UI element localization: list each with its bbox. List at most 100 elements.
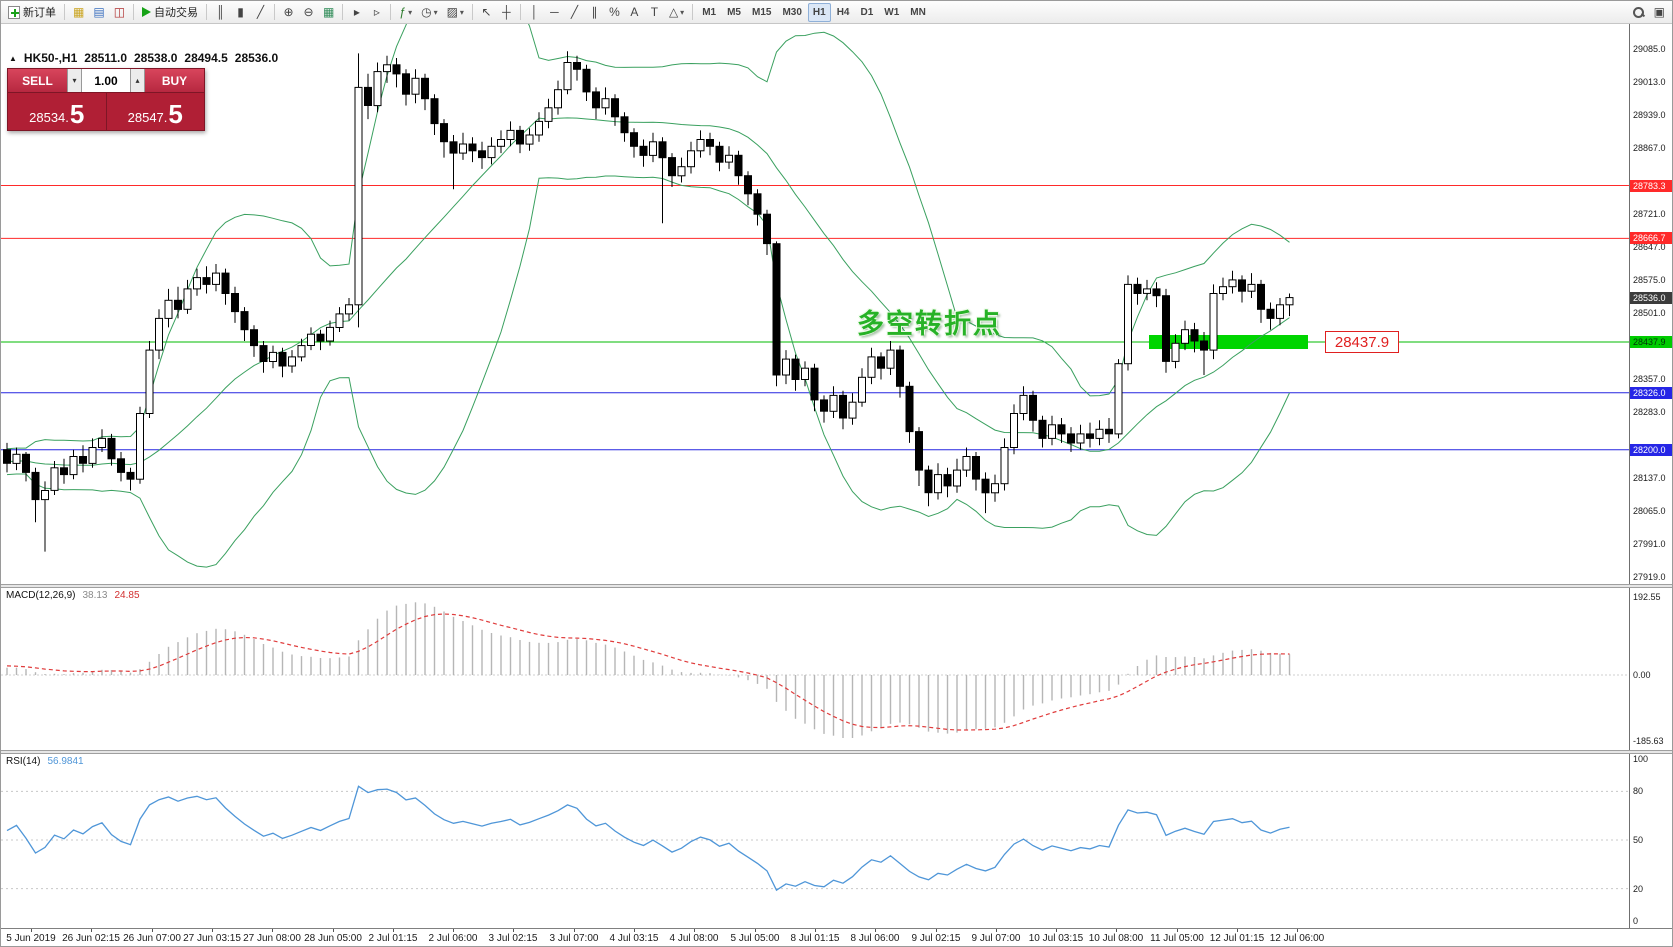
- volume-up-button[interactable]: ▴: [130, 69, 145, 92]
- market-watch-button[interactable]: ▦: [69, 3, 88, 22]
- candlestick-chart-button[interactable]: ▮: [231, 3, 250, 22]
- bar-chart-button[interactable]: ║: [211, 3, 230, 22]
- price-badge: 28666.7: [1630, 232, 1672, 245]
- zoom-in-icon: ⊕: [283, 5, 294, 19]
- price-axis[interactable]: 29085.0 29013.0 28939.0 28867.0 28721.0 28647…: [1629, 24, 1672, 584]
- time-label: 26 Jun 07:00: [123, 933, 181, 944]
- autotrading-button[interactable]: 自动交易: [138, 3, 202, 22]
- templates-button[interactable]: ▨ ▾: [443, 3, 468, 22]
- buy-button[interactable]: BUY: [145, 69, 204, 92]
- time-tick: [1297, 929, 1298, 932]
- new-order-button[interactable]: 新订单: [4, 3, 60, 22]
- search-button[interactable]: [1628, 3, 1649, 22]
- chart-shift-button[interactable]: ▹: [367, 3, 386, 22]
- cursor-button[interactable]: ↖: [477, 3, 496, 22]
- trendline-button[interactable]: ╱: [565, 3, 584, 22]
- candlestick-chart[interactable]: [1, 24, 1630, 584]
- new-order-icon: [8, 5, 20, 19]
- sell-button[interactable]: SELL: [8, 69, 67, 92]
- timeframe-h1-button[interactable]: H1: [807, 2, 831, 22]
- search-icon: [1632, 6, 1645, 19]
- time-axis[interactable]: 5 Jun 2019 26 Jun 02:15 26 Jun 07:00 27 Jun…: [1, 928, 1672, 946]
- horizontal-line-button[interactable]: ─: [545, 3, 564, 22]
- tile-windows-button[interactable]: ▦: [319, 3, 338, 22]
- time-tick: [513, 929, 514, 932]
- volume-input[interactable]: 1.00: [82, 69, 130, 92]
- bar-chart-icon: ║: [216, 5, 225, 19]
- panel-splitter[interactable]: [1, 750, 1672, 754]
- indicators-button[interactable]: ƒ ▾: [395, 3, 416, 22]
- candles: [3, 51, 1294, 552]
- time-tick: [453, 929, 454, 932]
- rsi-label: RSI(14) 56.9841: [6, 756, 84, 767]
- time-label: 26 Jun 02:15: [62, 933, 120, 944]
- rsi-chart[interactable]: [1, 754, 1630, 928]
- timeframe-h4-button[interactable]: H4: [836, 6, 850, 18]
- ohlc-open: 28511.0: [84, 51, 127, 65]
- auto-scroll-button[interactable]: ▸: [347, 3, 366, 22]
- navigator-button[interactable]: ◫: [110, 3, 129, 22]
- shapes-icon: △: [668, 5, 679, 19]
- macd-main-value: 38.13: [82, 590, 108, 601]
- rsi-axis-label: 0: [1633, 916, 1639, 926]
- macd-axis-label: 0.00: [1633, 670, 1651, 680]
- time-label: 5 Jun 2019: [6, 933, 56, 944]
- data-window-button[interactable]: ▤: [89, 3, 108, 22]
- timeframe-m30-button[interactable]: M30: [782, 6, 802, 18]
- price-tick-label: 28357.0: [1633, 373, 1666, 384]
- macd-axis-label: -185.63: [1633, 736, 1664, 746]
- time-tick: [31, 929, 32, 932]
- rsi-axis-label: 80: [1633, 786, 1644, 796]
- rsi-axis-label: 20: [1633, 884, 1644, 894]
- timeframe-d1-button[interactable]: D1: [860, 6, 874, 18]
- shapes-button[interactable]: △ ▾: [665, 3, 688, 22]
- macd-chart[interactable]: [1, 588, 1630, 750]
- crosshair-button[interactable]: ┼: [497, 3, 516, 22]
- price-flag[interactable]: 28437.9: [1325, 331, 1399, 353]
- text-tool-button[interactable]: A: [625, 3, 644, 22]
- macd-axis[interactable]: 192.55 0.00 -185.63: [1629, 588, 1672, 750]
- timeframe-m5-button[interactable]: M5: [727, 6, 741, 18]
- rsi-axis-label: 50: [1633, 835, 1644, 845]
- time-label: 9 Jul 07:00: [971, 933, 1021, 944]
- zoom-in-button[interactable]: ⊕: [279, 3, 298, 22]
- chart-annotation[interactable]: 多空转折点: [857, 309, 1002, 339]
- fibonacci-retracement-button[interactable]: %: [605, 3, 624, 22]
- dropdown-arrow-icon: ▾: [459, 7, 464, 17]
- toolbar-separator: [471, 4, 473, 20]
- timeframe-m1-button[interactable]: M1: [702, 6, 717, 18]
- trendline-icon: ╱: [570, 5, 579, 19]
- line-chart-button[interactable]: ╱: [251, 3, 270, 22]
- time-label: 12 Jul 06:00: [1269, 933, 1325, 944]
- periods-menu-button[interactable]: ◷ ▾: [417, 3, 442, 22]
- sell-price[interactable]: 28534. 5: [8, 93, 106, 130]
- toolbar-separator: [519, 4, 521, 20]
- toolbar-separator: [206, 4, 208, 20]
- timeframe-w1-button[interactable]: W1: [884, 6, 900, 18]
- price-chart-panel: 29085.0 29013.0 28939.0 28867.0 28721.0 28647…: [1, 24, 1672, 584]
- text-label-button[interactable]: T: [645, 3, 664, 22]
- time-tick: [996, 929, 997, 932]
- ohlc-low: 28494.5: [184, 51, 228, 65]
- time-tick: [875, 929, 876, 932]
- vertical-line-button[interactable]: │: [525, 3, 544, 22]
- volume-down-button[interactable]: ▾: [67, 69, 82, 92]
- market-watch-icon: ▦: [73, 5, 85, 19]
- price-tick-label: 28137.0: [1633, 473, 1666, 484]
- time-label: 10 Jul 03:15: [1028, 933, 1084, 944]
- rsi-axis[interactable]: 100 80 50 20 0: [1629, 754, 1672, 928]
- price-tick-label: 28939.0: [1633, 110, 1666, 121]
- zoom-out-button[interactable]: ⊖: [299, 3, 318, 22]
- toolbar-separator: [342, 4, 344, 20]
- fibonacci-retracement-icon: %: [609, 5, 620, 19]
- time-label: 8 Jul 01:15: [790, 933, 840, 944]
- panel-splitter[interactable]: [1, 584, 1672, 588]
- macd-axis-label: 192.55: [1633, 592, 1661, 602]
- equidistant-channel-button[interactable]: ∥: [585, 3, 604, 22]
- timeframe-m15-button[interactable]: M15: [752, 6, 772, 18]
- timeframe-mn-button[interactable]: MN: [910, 6, 926, 18]
- buy-price[interactable]: 28547. 5: [105, 93, 204, 130]
- new-window-button[interactable]: ▣: [1650, 3, 1669, 22]
- toolbar-separator: [133, 4, 135, 20]
